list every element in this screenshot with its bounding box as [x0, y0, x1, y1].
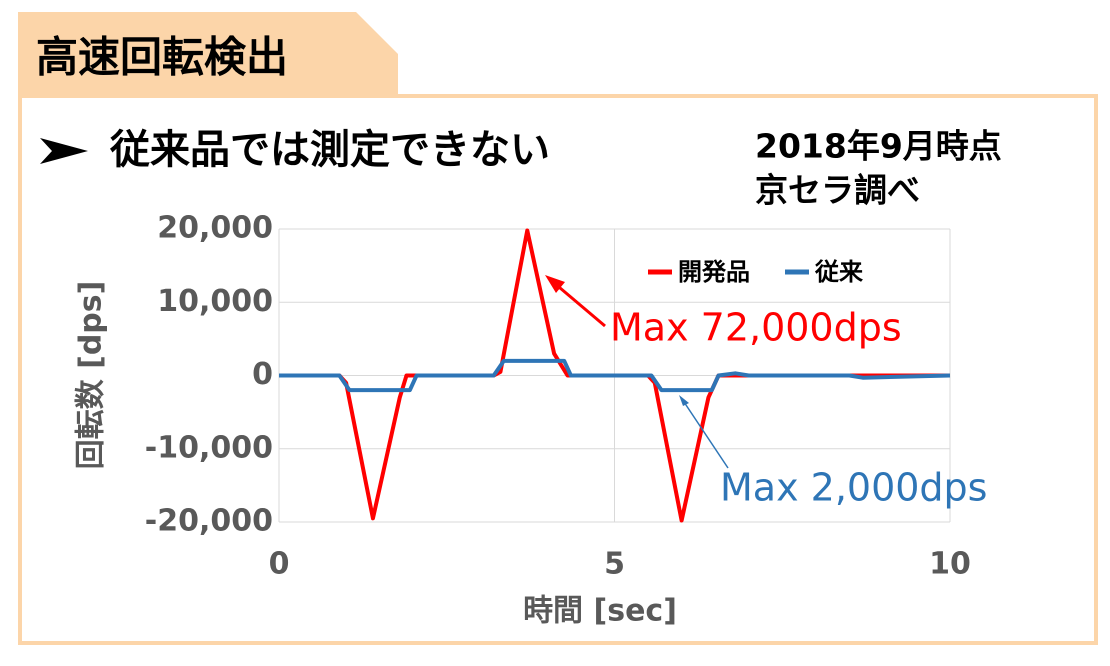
data-line — [279, 358, 951, 393]
annotation-arrowhead — [545, 275, 565, 293]
legend-label: 従来 — [814, 258, 864, 286]
note: 2018年9月時点 — [755, 127, 1002, 166]
annotation-arrow — [552, 280, 606, 328]
y-tick-label: -10,000 — [145, 430, 273, 465]
heading: 従来品では測定できない — [109, 127, 550, 173]
annotation: Max 2,000dps — [720, 466, 987, 510]
tab-title: 高速回転検出 — [36, 33, 288, 82]
y-tick-label: -20,000 — [145, 504, 273, 539]
legend-label: 開発品 — [678, 258, 750, 286]
bullet-arrow — [40, 138, 88, 164]
x-tick-label: 5 — [604, 547, 625, 582]
x-tick-label: 0 — [269, 547, 290, 582]
title-tab — [18, 12, 398, 96]
note: 京セラ調べ — [755, 171, 920, 210]
x-axis-label: 時間 [sec] — [523, 594, 677, 629]
x-tick-label: 10 — [929, 547, 971, 582]
annotation-arrow — [683, 401, 729, 469]
data-line — [279, 228, 950, 523]
y-tick-label: 20,000 — [157, 211, 273, 246]
y-tick-label: 10,000 — [157, 284, 273, 319]
y-tick-label: 0 — [252, 357, 273, 392]
content-frame — [18, 94, 1098, 645]
annotation: Max 72,000dps — [610, 306, 902, 350]
annotation-arrowhead — [679, 395, 689, 406]
y-axis-label: 回転数 [dps] — [74, 281, 109, 470]
